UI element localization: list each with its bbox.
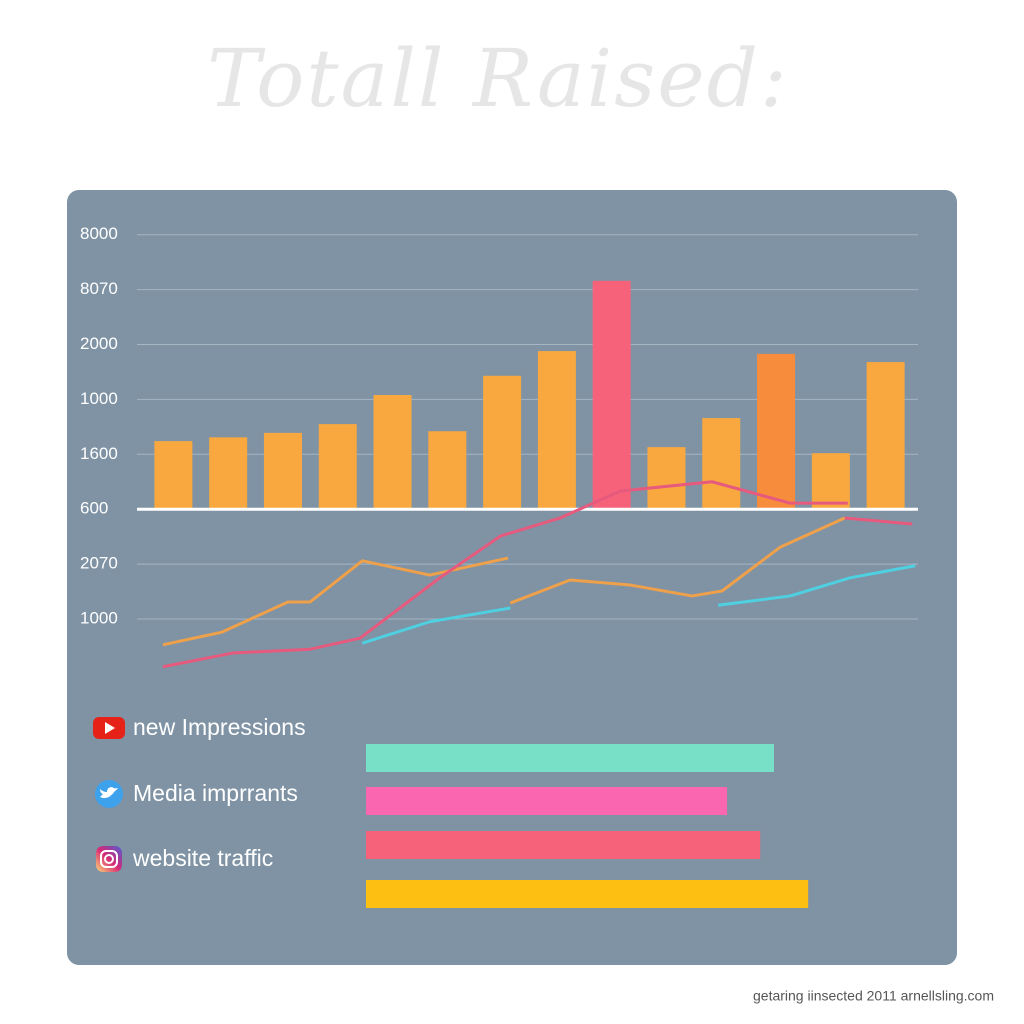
y-tick-label: 600 xyxy=(80,499,108,518)
bar xyxy=(592,280,631,510)
instagram-lens xyxy=(104,854,114,864)
y-tick-label: 8070 xyxy=(80,279,118,298)
hbar xyxy=(366,831,761,859)
bar xyxy=(483,375,522,510)
legend-label: website traffic xyxy=(132,845,273,871)
footer: getaring iinsected 2011 arnellsling.com xyxy=(753,988,994,1004)
line xyxy=(361,564,916,645)
bar xyxy=(757,353,796,510)
legend-label: new Impressions xyxy=(133,714,306,740)
hbar xyxy=(366,744,774,772)
bar xyxy=(209,437,248,510)
y-tick-label: 8000 xyxy=(80,224,118,243)
bar xyxy=(428,431,467,510)
hbar xyxy=(366,787,728,815)
instagram-frame xyxy=(100,850,118,868)
line xyxy=(162,516,846,647)
bar xyxy=(263,432,302,510)
y-tick-label: 1000 xyxy=(80,608,118,627)
plot: 8000 8070 2000 1000 1600 600 2070 1000 xyxy=(80,224,918,908)
y-tick-label: 1000 xyxy=(80,389,118,408)
bar xyxy=(811,453,850,510)
instagram-icon xyxy=(96,846,122,872)
bar xyxy=(647,447,686,510)
youtube-play xyxy=(105,722,115,734)
y-tick-label: 1600 xyxy=(80,444,118,463)
hbar xyxy=(366,880,809,908)
y-tick-label: 2000 xyxy=(80,334,118,353)
bar xyxy=(702,418,741,510)
y-tick-label: 2070 xyxy=(80,554,118,573)
line xyxy=(162,480,913,669)
bar xyxy=(373,395,412,510)
twitter-bird xyxy=(100,787,118,799)
title: Totall Raised: xyxy=(207,32,789,125)
bar xyxy=(866,362,905,510)
bar xyxy=(537,351,576,510)
legend-label: Media imprrants xyxy=(133,780,298,806)
bar xyxy=(318,424,357,510)
bar xyxy=(154,441,193,510)
